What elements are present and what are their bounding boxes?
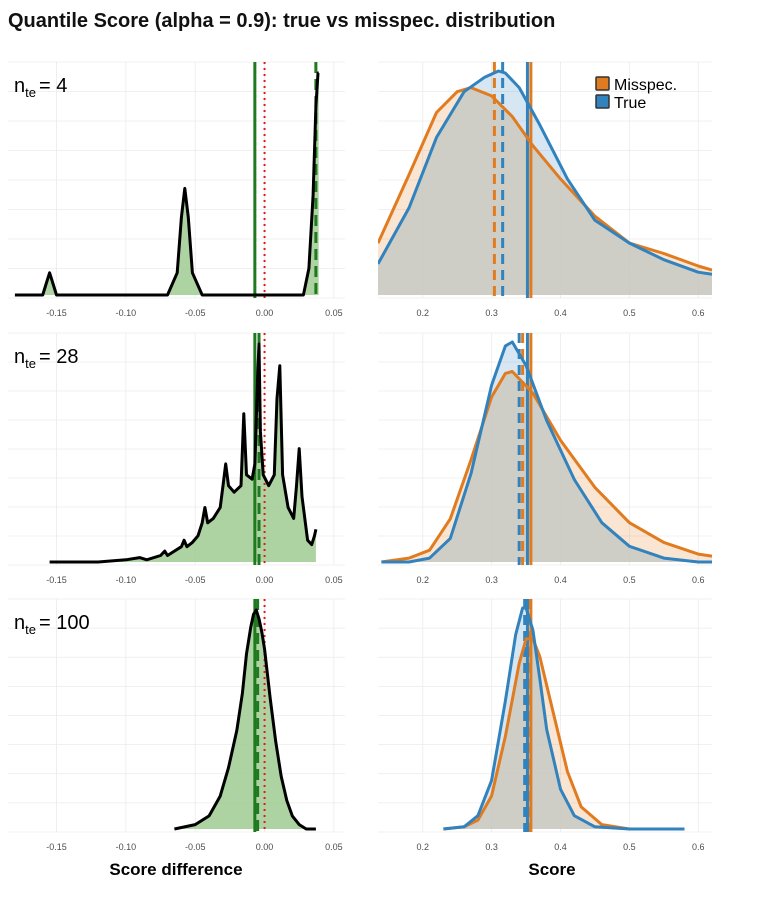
x-tick-label: 0.4 [554, 308, 567, 318]
x-tick-label: 0.4 [554, 842, 567, 852]
x-tick-label: 0.2 [417, 308, 430, 318]
x-tick-label: 0.3 [485, 575, 498, 585]
x-tick-label: 0.6 [692, 308, 705, 318]
x-tick-label: 0.6 [692, 842, 705, 852]
legend-label-true: True [614, 95, 646, 112]
score-panel-4: 0.2 0.3 0.4 0.5 0.6 [378, 61, 712, 318]
difference-density-curve [49, 342, 318, 564]
x-tick-label: 0.00 [256, 575, 274, 585]
x-tick-label: -0.10 [116, 842, 137, 852]
difference-density-area [49, 344, 316, 562]
score-density-areas [378, 71, 712, 295]
x-tick-label: 0.05 [325, 308, 343, 318]
difference-panel-4: -0.15 -0.10 -0.05 0.00 0.05 nte = 4 [8, 61, 345, 318]
x-axis-label-score: Score [528, 860, 575, 879]
chart-title: Quantile Score (alpha = 0.9): true vs mi… [8, 10, 555, 32]
score-density-areas [381, 342, 712, 562]
legend: Misspec. True [595, 76, 677, 112]
x-tick-label: 0.4 [554, 575, 567, 585]
x-tick-label: 0.6 [692, 575, 705, 585]
x-tick-label: -0.10 [116, 575, 137, 585]
difference-panel-28: -0.15 -0.10 -0.05 0.00 0.05 nte = 28 [8, 332, 345, 585]
score-panel-100: 0.2 0.3 0.4 0.5 0.6 [378, 598, 712, 852]
x-tick-label: 0.5 [623, 842, 636, 852]
difference-density-curve [174, 608, 316, 831]
score-density-curve-misspec [381, 370, 712, 564]
score-density-curves [378, 69, 712, 276]
score-density-curve-true [381, 340, 712, 564]
x-tick-label: 0.05 [325, 842, 343, 852]
difference-panel-100: -0.15 -0.10 -0.05 0.00 0.05 nte = 100 [8, 598, 345, 852]
legend-swatch-misspec [595, 76, 610, 91]
n-te-label: nte = 100 [14, 612, 90, 637]
n-te-label: nte = 28 [14, 346, 78, 371]
difference-density-area [174, 610, 316, 829]
difference-density-curve [14, 71, 320, 297]
x-tick-label: 0.05 [325, 575, 343, 585]
x-tick-label: 0.00 [256, 842, 274, 852]
legend-label-misspec: Misspec. [614, 77, 677, 94]
x-tick-label: -0.15 [46, 842, 67, 852]
score-density-curve-true [378, 69, 712, 276]
x-tick-label: -0.05 [185, 575, 206, 585]
x-tick-label: 0.5 [623, 575, 636, 585]
score-density-curve-true [443, 606, 685, 831]
x-tick-label: -0.05 [185, 842, 206, 852]
x-tick-label: 0.2 [417, 575, 430, 585]
score-density-curves [381, 340, 712, 564]
score-density-curve-misspec [378, 86, 712, 272]
x-tick-label: 0.5 [623, 308, 636, 318]
x-tick-label: -0.05 [185, 308, 206, 318]
x-tick-label: 0.3 [485, 308, 498, 318]
difference-density-area [14, 73, 319, 295]
legend-swatch-true [595, 94, 610, 109]
score-density-overlap [378, 87, 712, 295]
n-te-label: nte = 4 [14, 75, 67, 100]
score-density-overlap [381, 371, 712, 562]
x-axis-label-score-difference: Score difference [109, 860, 242, 879]
score-density-overlap [443, 638, 685, 829]
score-density-curves [443, 606, 685, 831]
x-tick-label: 0.2 [417, 842, 430, 852]
x-tick-label: 0.3 [485, 842, 498, 852]
x-tick-label: -0.15 [46, 575, 67, 585]
x-tick-label: -0.15 [46, 308, 67, 318]
score-density-areas [443, 608, 685, 829]
x-tick-label: 0.00 [256, 308, 274, 318]
x-tick-label: -0.10 [116, 308, 137, 318]
score-panel-28: 0.2 0.3 0.4 0.5 0.6 [378, 332, 712, 585]
